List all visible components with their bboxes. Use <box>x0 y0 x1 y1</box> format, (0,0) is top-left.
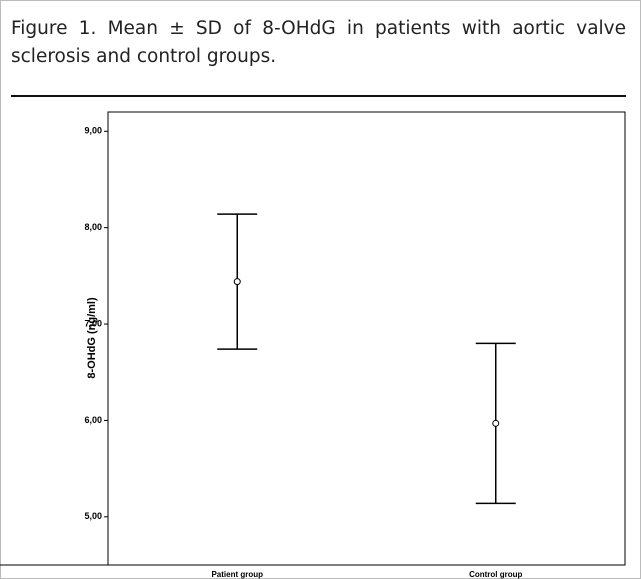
x-tick-label: Control group <box>469 570 522 579</box>
rule <box>11 95 626 97</box>
mean-marker <box>233 278 241 286</box>
y-tick-label: 8,00 <box>84 222 102 232</box>
y-tick-label: 6,00 <box>84 415 102 425</box>
caption: Figure 1. Mean ± SD of 8-OHdG in patient… <box>11 18 626 67</box>
y-tick-label: 5,00 <box>84 511 102 521</box>
mean-marker <box>492 419 500 427</box>
y-axis-label: 8-OHdG (ng/ml) <box>86 297 98 379</box>
plot-frame <box>107 111 626 566</box>
y-tick-label: 7,00 <box>84 318 102 328</box>
y-tick-label: 9,00 <box>84 126 102 136</box>
x-tick-label: Patient group <box>211 570 263 579</box>
